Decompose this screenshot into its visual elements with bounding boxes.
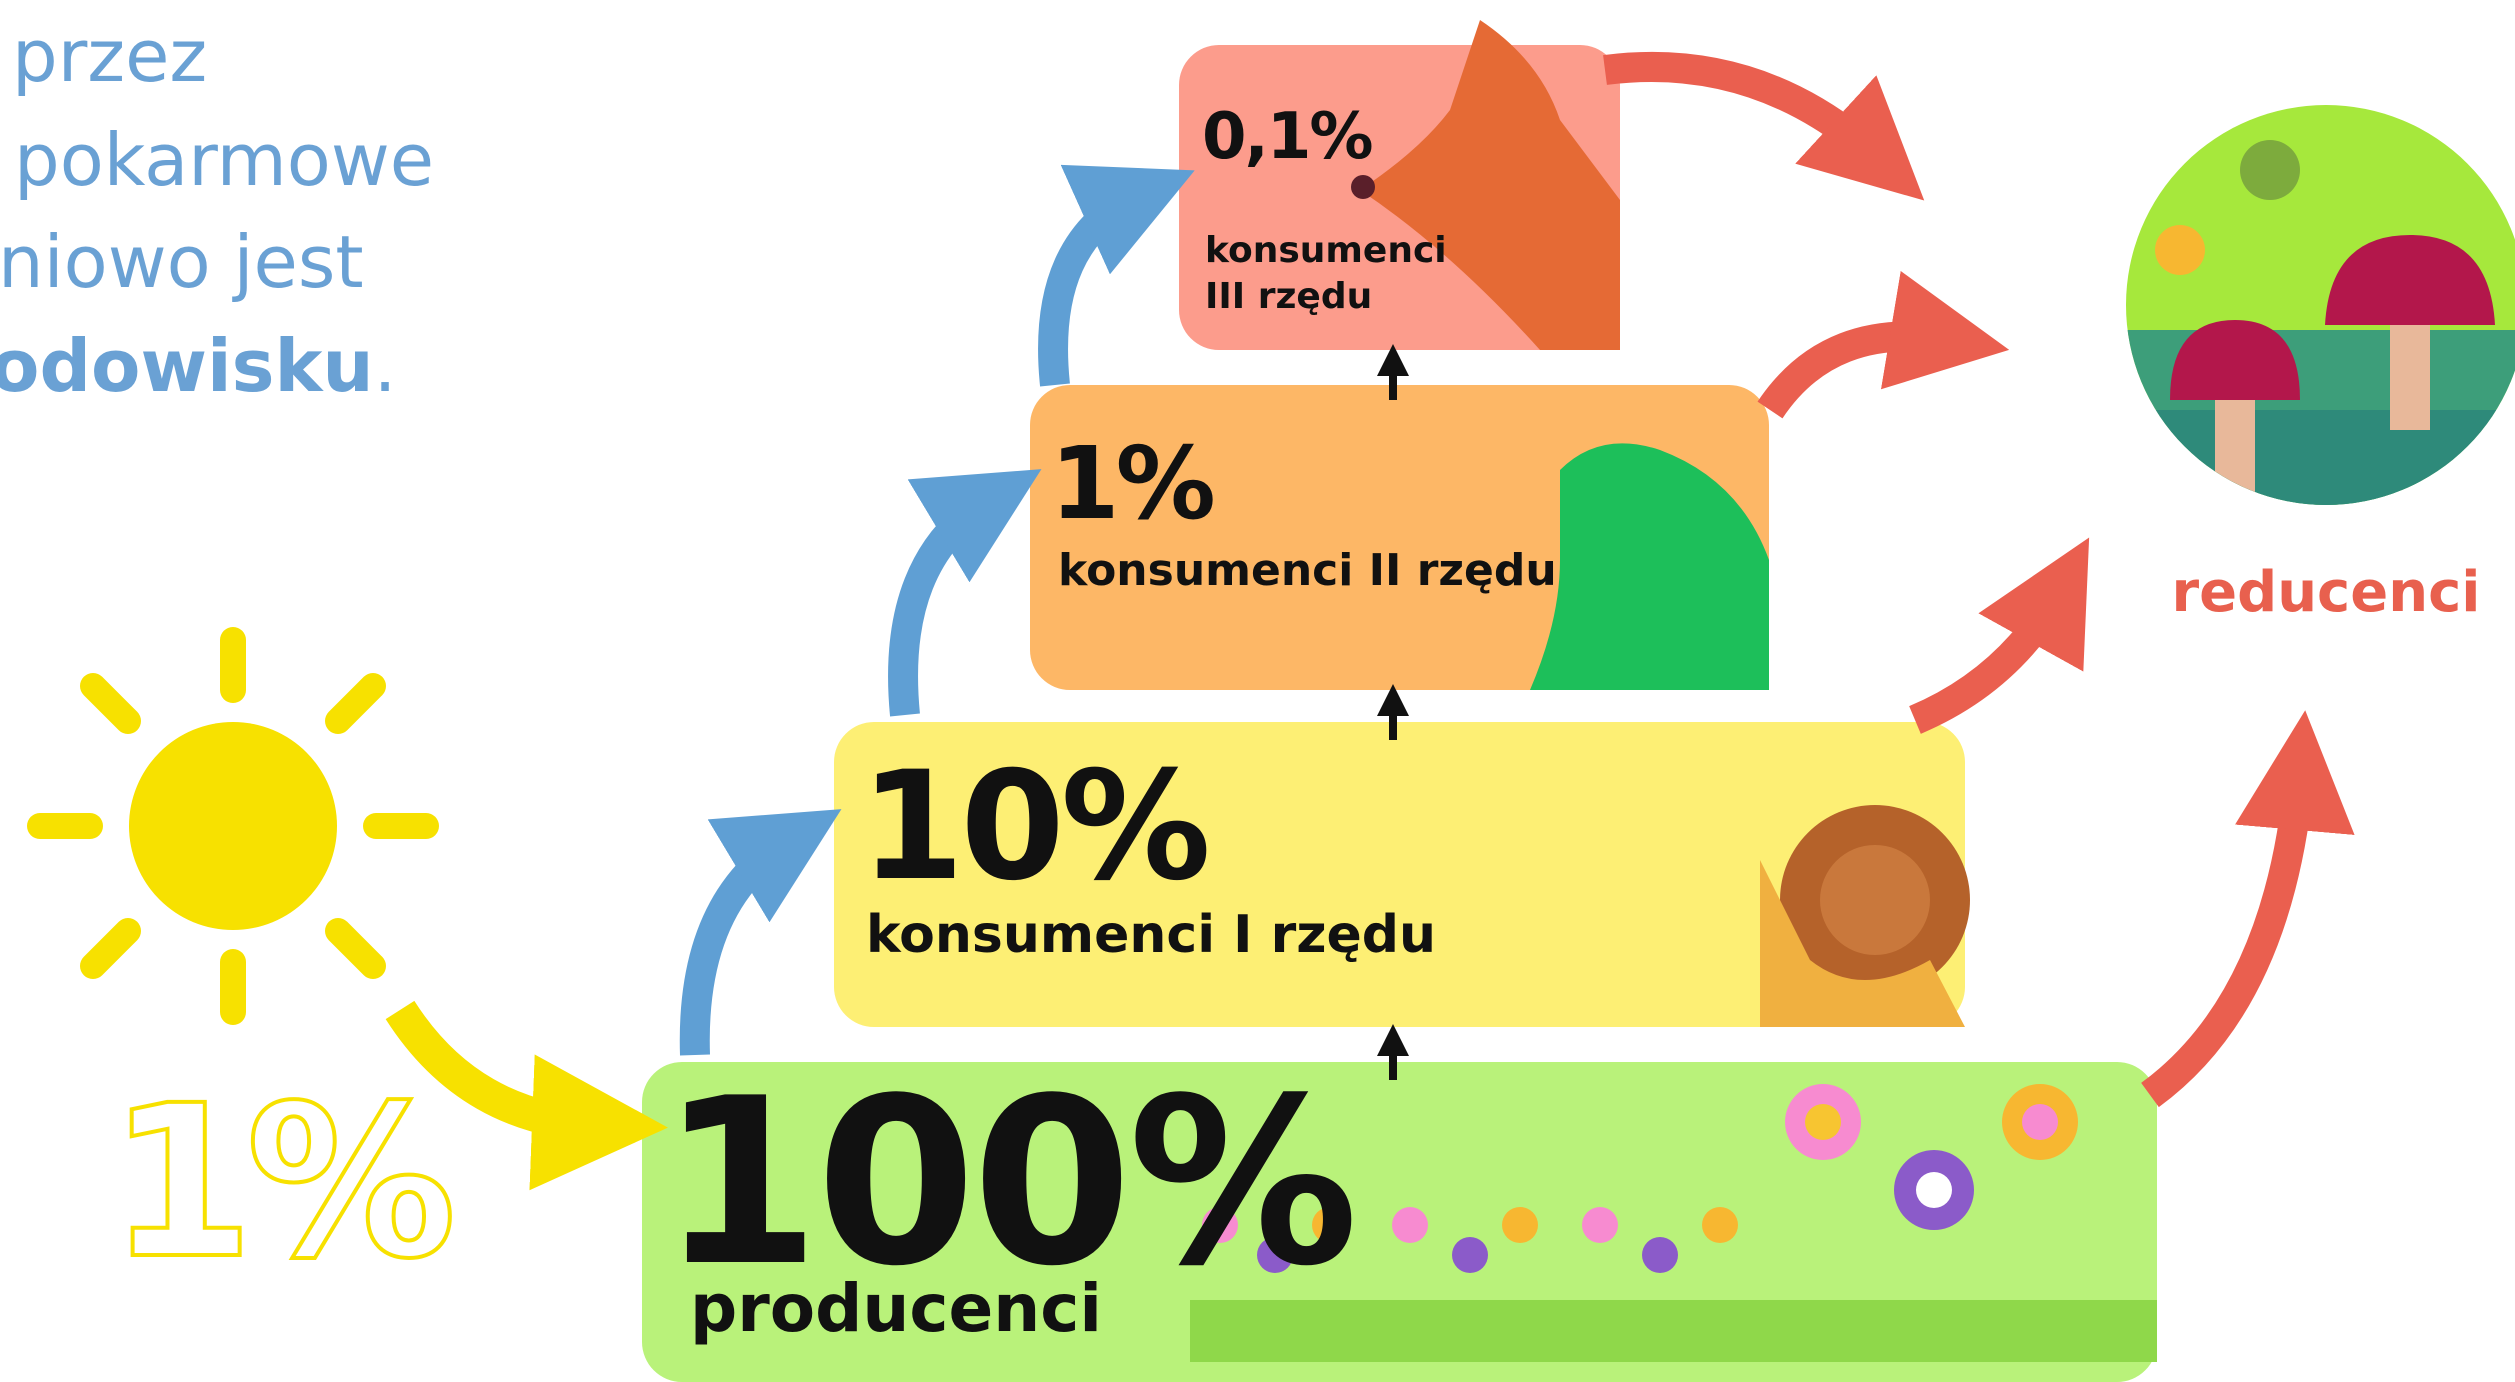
level-label: konsumenci II rzędu <box>1058 545 1557 596</box>
intro-line: odowisku. <box>0 314 397 418</box>
level-label: konsumenci III rzędu <box>1205 228 1445 320</box>
intro-line: pokarmowe <box>14 108 434 212</box>
intro-line: niowo jest <box>0 210 364 314</box>
level-label: konsumenci I rzędu <box>866 905 1436 965</box>
level-percent: 10% <box>860 740 1207 914</box>
page: przez pokarmowe niowo jest odowisku. 1% … <box>0 0 2515 1362</box>
reducer-label: reducenci <box>2172 560 2481 625</box>
reducer-illustration <box>2120 100 2515 530</box>
intro-line: przez <box>12 4 207 108</box>
snail-illustration <box>1760 805 1970 1027</box>
frog-illustration <box>1530 443 1769 690</box>
intro-end: . <box>374 324 397 408</box>
level-percent: 0,1% <box>1202 100 1372 174</box>
sun <box>40 640 426 1012</box>
intro-bold: odowisku <box>0 324 374 408</box>
sun-label: 1% <box>108 1060 449 1305</box>
level-percent: 1% <box>1050 425 1212 542</box>
level-label: producenci <box>690 1270 1102 1347</box>
